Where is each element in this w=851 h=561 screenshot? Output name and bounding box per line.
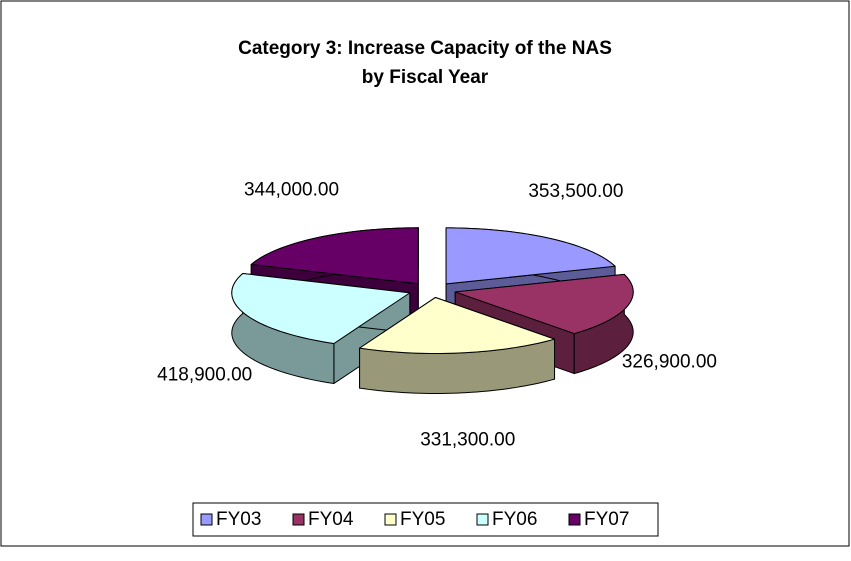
slice — [359, 296, 556, 394]
legend-label: FY07 — [584, 509, 629, 530]
pie — [231, 227, 634, 394]
legend-label: FY04 — [308, 509, 354, 530]
data-label: 353,500.00 — [528, 181, 623, 202]
slice-top — [445, 227, 616, 285]
legend-swatch — [292, 513, 305, 526]
slice — [231, 273, 411, 385]
legend-label: FY03 — [216, 509, 261, 530]
legend-label: FY05 — [400, 509, 445, 530]
chart-border — [0, 0, 850, 547]
legend-swatch — [476, 513, 489, 526]
legend-swatch — [384, 513, 397, 526]
legend-swatch — [568, 513, 581, 526]
data-label: 326,900.00 — [622, 351, 717, 372]
legend-swatch — [200, 513, 213, 526]
legend: FY03 FY04 FY05 FY06 FY07 — [192, 502, 659, 537]
data-label: 344,000.00 — [244, 180, 339, 201]
slice-top — [454, 273, 634, 335]
slice-top — [250, 227, 419, 285]
data-label: 331,300.00 — [420, 429, 515, 450]
slice-top — [231, 273, 411, 345]
labels: 353,500.00 326,900.00 331,300.00 418,900.00… — [157, 180, 717, 451]
legend-label: FY06 — [492, 509, 537, 530]
chart-title: Category 3: Increase Capacity of the NAS — [238, 38, 612, 59]
slice-top — [359, 296, 556, 354]
chart-title: by Fiscal Year — [362, 67, 489, 88]
data-label: 418,900.00 — [157, 364, 252, 385]
